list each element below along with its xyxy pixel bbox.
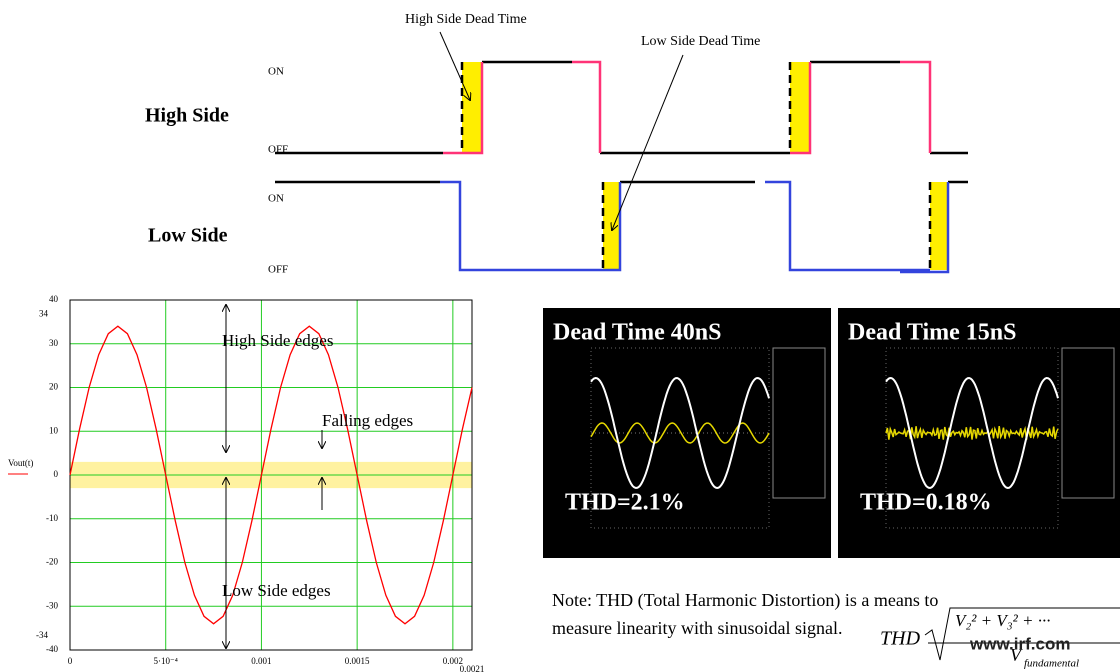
- x-tick-label: 0.0021: [460, 664, 485, 672]
- plot: 40 30 20 10 0 -10 -20 -30 -40 0 5·10⁻⁴ 0.001 0.0015 0…: [36, 294, 484, 672]
- formula: THD V₂² + V₃² + ··· V fundamental www.ir…: [880, 608, 1120, 670]
- watermark: www.irf.com: [969, 634, 1070, 653]
- x-tick-label: 0.0015: [345, 656, 370, 666]
- annotation: Low Side edges: [222, 581, 331, 600]
- level: OFF: [268, 144, 288, 156]
- scope-thd: THD=2.1%: [565, 490, 685, 516]
- level: ON: [268, 66, 284, 78]
- y-tick-label: 40: [49, 294, 59, 304]
- x-tick-label: 5·10⁻⁴: [154, 656, 178, 666]
- signal-name: Low Side: [148, 225, 228, 247]
- level: ON: [268, 193, 284, 205]
- y-tick-label: 30: [49, 338, 59, 348]
- annotation: Falling edges: [322, 411, 413, 430]
- note: Note: THD (Total Harmonic Distortion) is…: [552, 590, 938, 611]
- y-tick-label: -40: [46, 644, 58, 654]
- timing-diagram: [275, 32, 968, 272]
- annotation: High Side edges: [222, 331, 333, 350]
- y-marker: 34: [39, 308, 49, 318]
- label: Low Side Dead Time: [641, 34, 760, 49]
- y-tick-label: -10: [46, 513, 58, 523]
- y-tick-label: -30: [46, 600, 58, 610]
- formula-subscript: fundamental: [1024, 658, 1079, 670]
- scopes: Dead Time 40nS THD=2.1% Dead Time 15nS THD=…: [543, 308, 1120, 558]
- page: High Side Dead Time Low Side Dead Time O…: [0, 0, 1120, 672]
- scope-thd: THD=0.18%: [860, 490, 992, 516]
- scope-title: Dead Time 40nS: [553, 320, 721, 346]
- y-axis-label: Vout(t): [8, 458, 33, 468]
- x-tick-label: 0: [68, 656, 73, 666]
- note: measure linearity with sinusoidal signal…: [552, 618, 842, 638]
- level: OFF: [268, 264, 288, 276]
- formula-numerator: V₂² + V₃² + ···: [955, 611, 1050, 630]
- y-tick-label: 20: [49, 382, 59, 392]
- y-marker: -34: [36, 630, 48, 640]
- formula-lhs: THD: [880, 628, 921, 650]
- scope-title: Dead Time 15nS: [848, 320, 1016, 346]
- y-tick-label: -20: [46, 557, 58, 567]
- x-tick-label: 0.001: [251, 656, 271, 666]
- y-tick-label: 10: [49, 425, 59, 435]
- signal-name: High Side: [145, 105, 229, 127]
- label: High Side Dead Time: [405, 12, 527, 27]
- y-tick-label: 0: [54, 469, 59, 479]
